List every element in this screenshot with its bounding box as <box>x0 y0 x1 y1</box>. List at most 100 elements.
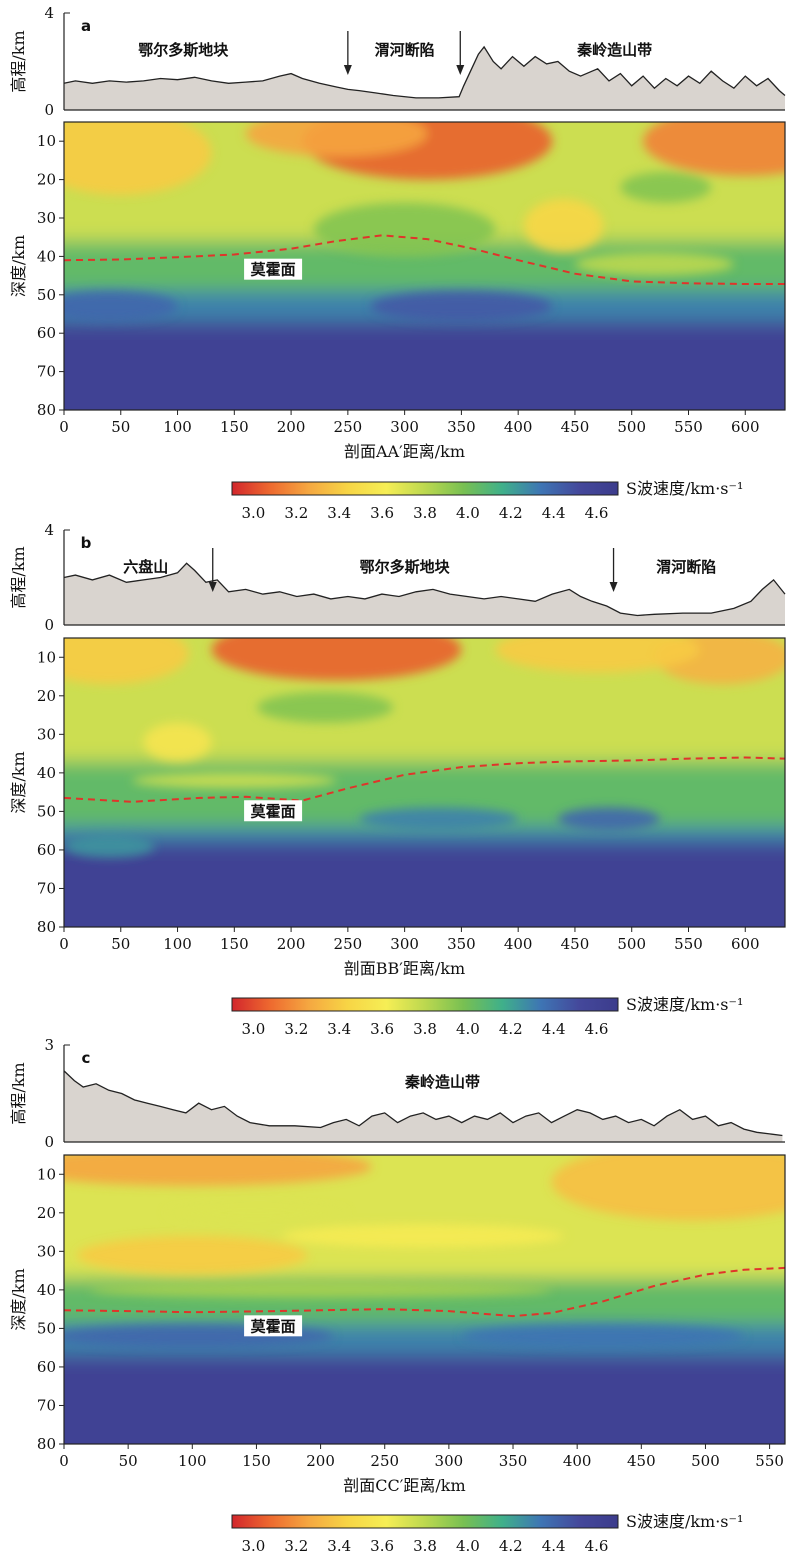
arrow-head <box>208 582 217 592</box>
velocity-anomaly <box>132 772 337 789</box>
depth-tick-label: 60 <box>37 1358 56 1376</box>
velocity-anomaly <box>370 290 553 322</box>
colorbar-tick-label: 4.0 <box>456 504 480 522</box>
terrain-line <box>63 1070 783 1137</box>
colorbar-tick-label: 3.4 <box>327 1020 351 1038</box>
terrain-fill <box>64 46 785 110</box>
heatmap-layer <box>64 1355 785 1444</box>
depth-tick-label: 70 <box>37 1396 56 1414</box>
elevation-ylabel: 高程/km <box>9 546 28 608</box>
velocity-heatmap-c <box>64 1155 785 1444</box>
panel-letter: a <box>81 17 91 35</box>
velocity-anomaly <box>557 807 661 831</box>
region-label: 秦岭造山带 <box>576 41 652 59</box>
distance-tick-label: 200 <box>306 1452 335 1470</box>
colorbar-tick-label: 4.4 <box>542 1020 566 1038</box>
depth-tick-label: 30 <box>37 1242 56 1260</box>
distance-tick-label: 350 <box>447 935 476 953</box>
elevation-ylabel: 高程/km <box>9 1062 28 1124</box>
colorbar-tick-label: 3.6 <box>370 1537 394 1555</box>
distance-tick-label: 450 <box>627 1452 656 1470</box>
section-xlabel: 剖面BB′距离/km <box>344 959 465 978</box>
distance-tick-label: 400 <box>504 418 533 436</box>
velocity-anomaly <box>64 834 155 858</box>
region-label: 秦岭造山带 <box>404 1073 480 1091</box>
boundary-arrow <box>343 31 352 75</box>
distance-tick-label: 300 <box>390 418 419 436</box>
colorbar-tick-label: 4.2 <box>499 1537 523 1555</box>
colorbar-tick-label: 4.6 <box>585 504 609 522</box>
distance-tick-label: 350 <box>499 1452 528 1470</box>
velocity-heatmap-a <box>64 122 785 410</box>
velocity-anomaly <box>64 1155 372 1186</box>
colorbar-tick-label: 4.0 <box>456 1537 480 1555</box>
distance-tick-label: 200 <box>277 418 306 436</box>
section-ylabel: 深度/km <box>9 1268 28 1330</box>
boundary-arrow <box>456 31 465 75</box>
depth-tick-label: 60 <box>37 841 56 859</box>
depth-tick-label: 30 <box>37 725 56 743</box>
colorbar-tick-label: 3.8 <box>413 1020 437 1038</box>
velocity-anomaly <box>461 1324 744 1348</box>
depth-tick-label: 70 <box>37 879 56 897</box>
elevation-tick-label: 4 <box>44 521 54 539</box>
distance-tick-label: 300 <box>435 1452 464 1470</box>
section-ylabel: 深度/km <box>9 751 28 813</box>
depth-tick-label: 10 <box>37 1165 56 1183</box>
colorbar-label: S波速度/km·s⁻¹ <box>626 479 743 498</box>
depth-tick-label: 70 <box>37 363 56 381</box>
elevation-tick-label: 0 <box>44 1133 54 1151</box>
distance-tick-label: 500 <box>617 418 646 436</box>
depth-tick-label: 40 <box>37 247 56 265</box>
distance-tick-label: 300 <box>390 935 419 953</box>
velocity-anomaly <box>257 691 394 723</box>
colorbar-label: S波速度/km·s⁻¹ <box>626 995 743 1014</box>
velocity-anomaly <box>523 198 604 253</box>
moho-line <box>63 1266 786 1318</box>
terrain-fill <box>64 563 785 625</box>
distance-tick-label: 50 <box>111 935 130 953</box>
colorbar-tick-label: 4.2 <box>499 504 523 522</box>
velocity-anomaly <box>143 722 212 762</box>
distance-tick-label: 150 <box>220 935 249 953</box>
terrain-line <box>63 45 786 99</box>
distance-tick-label: 250 <box>334 935 363 953</box>
elevation-tick-label: 3 <box>44 1036 54 1054</box>
heatmap-layer <box>64 405 785 410</box>
velocity-anomaly <box>551 1155 785 1221</box>
velocity-anomaly <box>64 290 178 322</box>
panel-letter: b <box>81 534 92 552</box>
colorbar-bar <box>231 481 619 496</box>
distance-tick-label: 450 <box>561 935 590 953</box>
colorbar-b: 3.0 3.2 3.4 3.6 3.8 4.0 4.2 4.4 4.6 S波速度/km·s⁻¹ <box>231 995 743 1038</box>
colorbar-tick-label: 3.8 <box>413 504 437 522</box>
distance-tick-label: 0 <box>59 418 69 436</box>
region-label: 鄂尔多斯地块 <box>138 41 229 59</box>
distance-tick-label: 250 <box>334 418 363 436</box>
moho-label: 莫霍面 <box>251 1317 296 1335</box>
moho-line <box>63 234 785 285</box>
colorbar-label: S波速度/km·s⁻¹ <box>626 1512 743 1531</box>
depth-tick-label: 80 <box>37 401 56 419</box>
depth-tick-label: 20 <box>37 687 56 705</box>
section-xlabel: 剖面CC′距离/km <box>343 1476 465 1495</box>
terrain-fill <box>64 1070 783 1142</box>
distance-tick-label: 100 <box>178 1452 207 1470</box>
heatmap-layer <box>64 1439 785 1444</box>
colorbar-tick-label: 4.2 <box>499 1020 523 1038</box>
moho-label: 莫霍面 <box>251 802 296 820</box>
moho-line <box>63 756 786 803</box>
velocity-anomaly <box>574 252 734 276</box>
colorbar-tick-label: 3.2 <box>284 504 308 522</box>
section-frame <box>63 1154 786 1445</box>
depth-tick-label: 10 <box>37 648 56 666</box>
colorbar-tick-label: 3.2 <box>284 1020 308 1038</box>
depth-tick-label: 80 <box>37 1435 56 1453</box>
velocity-anomaly <box>64 122 212 195</box>
distance-tick-label: 400 <box>504 935 533 953</box>
velocity-anomaly <box>359 807 519 831</box>
distance-tick-label: 600 <box>731 935 760 953</box>
heatmap-layer <box>64 842 785 927</box>
